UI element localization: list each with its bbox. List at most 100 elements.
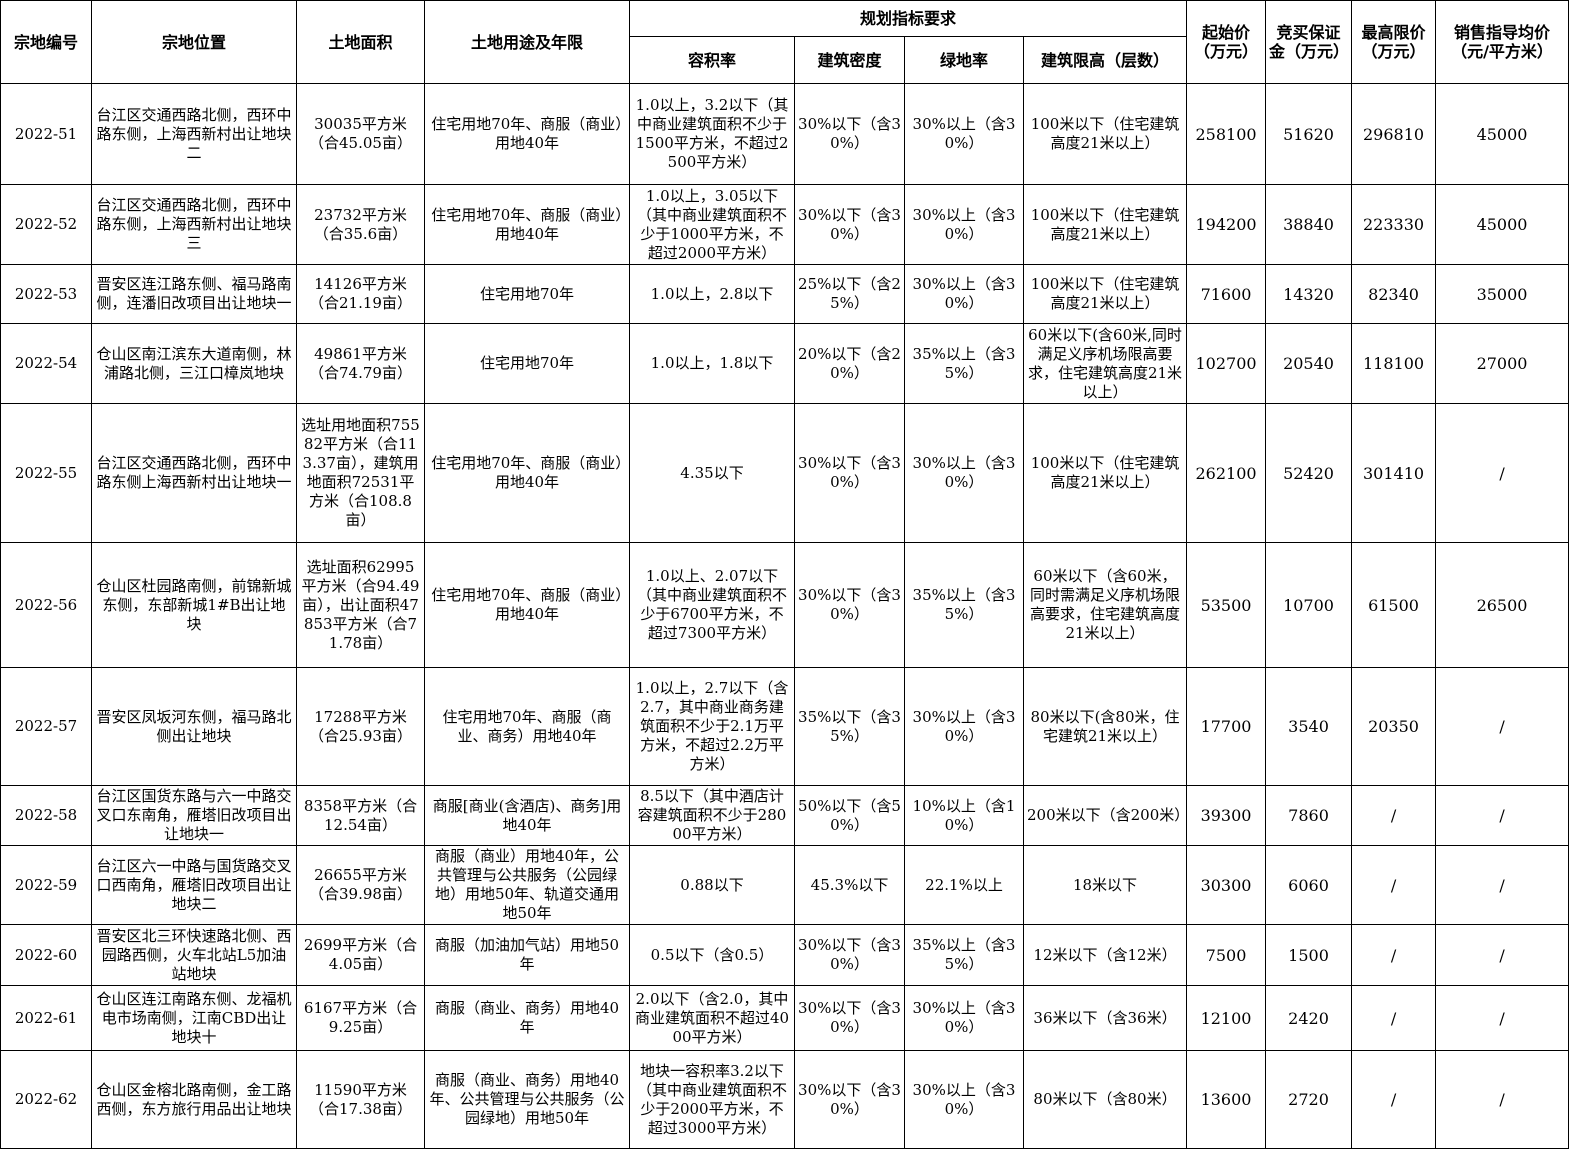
cell-usage: 住宅用地70年: [424, 264, 630, 324]
cell-sale-price: 35000: [1435, 264, 1570, 324]
cell-sale-price: 27000: [1435, 323, 1570, 404]
cell-area: 选址用地面积75582平方米（合113.37亩），建筑用地面积72531平方米（…: [296, 403, 425, 543]
cell-sale-price: /: [1435, 667, 1570, 786]
cell-location: 台江区交通西路北侧，西环中路东侧，上海西新村出让地块三: [91, 184, 297, 265]
cell-area: 14126平方米（合21.19亩）: [296, 264, 425, 324]
cell-sale-price: 45000: [1435, 184, 1570, 265]
cell-usage: 住宅用地70年: [424, 323, 630, 404]
cell-area: 30035平方米（合45.05亩）: [296, 83, 425, 185]
cell-height: 18米以下: [1022, 845, 1188, 925]
cell-far: 0.5以下（含0.5）: [629, 924, 795, 986]
cell-height: 80米以下（含80米）: [1022, 1050, 1188, 1149]
cell-deposit: 51620: [1265, 83, 1353, 185]
cell-deposit: 14320: [1265, 264, 1353, 324]
cell-id: 2022-54: [0, 323, 92, 404]
table-body: 2022-51 台江区交通西路北侧，西环中路东侧，上海西新村出让地块二 30035平…: [0, 83, 1570, 1149]
cell-height: 100米以下（住宅建筑高度21米以上）: [1022, 403, 1188, 543]
cell-deposit: 1500: [1265, 924, 1353, 986]
cell-max-price: 61500: [1351, 542, 1437, 668]
table-row: 2022-52 台江区交通西路北侧，西环中路东侧，上海西新村出让地块三 23732平…: [0, 184, 1570, 265]
header-green: 绿地率: [904, 36, 1024, 84]
cell-sale-price: /: [1435, 845, 1570, 925]
header-usage: 土地用途及年限: [424, 0, 630, 84]
cell-green: 35%以上（含35%）: [904, 924, 1024, 986]
table-row: 2022-55 台江区交通西路北侧，西环中路东侧上海西新村出让地块一 选址用地面积7…: [0, 403, 1570, 543]
cell-area: 23732平方米（合35.6亩）: [296, 184, 425, 265]
cell-height: 80米以下(含80米，住宅建筑21米以上）: [1022, 667, 1188, 786]
cell-location: 仓山区杜园路南侧，前锦新城东侧，东部新城1#B出让地块: [91, 542, 297, 668]
table-row: 2022-56 仓山区杜园路南侧，前锦新城东侧，东部新城1#B出让地块 选址面积62…: [0, 542, 1570, 668]
cell-green: 30%以上（含30%）: [904, 83, 1024, 185]
cell-start-price: 17700: [1186, 667, 1267, 786]
cell-green: 30%以上（含30%）: [904, 264, 1024, 324]
cell-max-price: /: [1351, 845, 1437, 925]
cell-max-price: 301410: [1351, 403, 1437, 543]
cell-area: 选址面积62995平方米（合94.49亩），出让面积47853平方米（合71.7…: [296, 542, 425, 668]
header-area: 土地面积: [296, 0, 425, 84]
cell-start-price: 7500: [1186, 924, 1267, 986]
cell-deposit: 2720: [1265, 1050, 1353, 1149]
cell-usage: 住宅用地70年、商服（商业）用地40年: [424, 83, 630, 185]
cell-far: 1.0以上，1.8以下: [629, 323, 795, 404]
cell-location: 台江区交通西路北侧，西环中路东侧，上海西新村出让地块二: [91, 83, 297, 185]
cell-far: 8.5以下（其中酒店计容建筑面积不少于28000平方米）: [629, 785, 795, 846]
header-start-price: 起始价（万元）: [1186, 0, 1267, 84]
cell-usage: 住宅用地70年、商服（商业、商务）用地40年: [424, 667, 630, 786]
cell-location: 仓山区连江南路东侧、龙福机电市场南侧，江南CBD出让地块十: [91, 985, 297, 1051]
cell-height: 60米以下（含60米，同时需满足义序机场限高要求，住宅建筑高度21米以上）: [1022, 542, 1188, 668]
cell-height: 36米以下（含36米）: [1022, 985, 1188, 1051]
cell-usage: 商服（商业、商务）用地40年、公共管理与公共服务（公园绿地）用地50年: [424, 1050, 630, 1149]
cell-area: 26655平方米（合39.98亩）: [296, 845, 425, 925]
cell-max-price: 118100: [1351, 323, 1437, 404]
cell-area: 8358平方米（合12.54亩）: [296, 785, 425, 846]
cell-location: 台江区六一中路与国货路交叉口西南角，雁塔旧改项目出让地块二: [91, 845, 297, 925]
cell-sale-price: /: [1435, 403, 1570, 543]
cell-id: 2022-60: [0, 924, 92, 986]
cell-far: 1.0以上，2.7以下（含2.7，其中商业商务建筑面积不少于2.1万平方米，不超…: [629, 667, 795, 786]
cell-area: 2699平方米（合4.05亩）: [296, 924, 425, 986]
cell-far: 2.0以下（含2.0，其中商业建筑面积不超过4000平方米）: [629, 985, 795, 1051]
cell-density: 30%以下（含30%）: [794, 1050, 905, 1149]
cell-density: 30%以下（含30%）: [794, 403, 905, 543]
cell-max-price: /: [1351, 785, 1437, 846]
header-id: 宗地编号: [0, 0, 92, 84]
cell-green: 30%以上（含30%）: [904, 667, 1024, 786]
cell-sale-price: 26500: [1435, 542, 1570, 668]
cell-deposit: 2420: [1265, 985, 1353, 1051]
cell-id: 2022-55: [0, 403, 92, 543]
cell-far: 1.0以上，3.05以下（其中商业建筑面积不少于1000平方米，不超过2000平…: [629, 184, 795, 265]
cell-density: 20%以下（含20%）: [794, 323, 905, 404]
cell-location: 台江区国货东路与六一中路交叉口东南角，雁塔旧改项目出让地块一: [91, 785, 297, 846]
table-row: 2022-59 台江区六一中路与国货路交叉口西南角，雁塔旧改项目出让地块二 2665…: [0, 845, 1570, 925]
cell-start-price: 71600: [1186, 264, 1267, 324]
cell-height: 60米以下(含60米,同时满足义序机场限高要求，住宅建筑高度21米以上）: [1022, 323, 1188, 404]
cell-max-price: 20350: [1351, 667, 1437, 786]
cell-far: 地块一容积率3.2以下（其中商业建筑面积不少于2000平方米，不超过3000平方…: [629, 1050, 795, 1149]
table-row: 2022-61 仓山区连江南路东侧、龙福机电市场南侧，江南CBD出让地块十 6167…: [0, 985, 1570, 1051]
cell-green: 10%以上（含10%）: [904, 785, 1024, 846]
cell-deposit: 3540: [1265, 667, 1353, 786]
cell-id: 2022-57: [0, 667, 92, 786]
cell-area: 6167平方米（合9.25亩）: [296, 985, 425, 1051]
cell-green: 35%以上（含35%）: [904, 323, 1024, 404]
cell-height: 200米以下（含200米）: [1022, 785, 1189, 846]
table-row: 2022-60 晋安区北三环快速路北侧、西园路西侧，火车北站L5加油站地块 2699…: [0, 924, 1570, 986]
cell-density: 35%以下（含35%）: [794, 667, 905, 786]
cell-height: 100米以下（住宅建筑高度21米以上）: [1022, 83, 1188, 185]
table-row: 2022-57 晋安区凤坂河东侧，福马路北侧出让地块 17288平方米（合25.93…: [0, 667, 1570, 786]
cell-id: 2022-51: [0, 83, 92, 185]
cell-sale-price: /: [1435, 924, 1570, 986]
cell-deposit: 10700: [1265, 542, 1353, 668]
cell-far: 0.88以下: [629, 845, 795, 925]
cell-far: 1.0以上，2.8以下: [629, 264, 795, 324]
cell-id: 2022-58: [0, 785, 92, 846]
cell-area: 11590平方米（合17.38亩）: [296, 1050, 425, 1149]
cell-sale-price: /: [1435, 1050, 1570, 1149]
cell-height: 12米以下（含12米）: [1022, 924, 1188, 986]
cell-density: 25%以下（含25%）: [794, 264, 905, 324]
cell-id: 2022-59: [0, 845, 92, 925]
table-row: 2022-51 台江区交通西路北侧，西环中路东侧，上海西新村出让地块二 30035平…: [0, 83, 1570, 185]
header-max-price: 最高限价（万元）: [1351, 0, 1437, 84]
cell-start-price: 30300: [1186, 845, 1267, 925]
